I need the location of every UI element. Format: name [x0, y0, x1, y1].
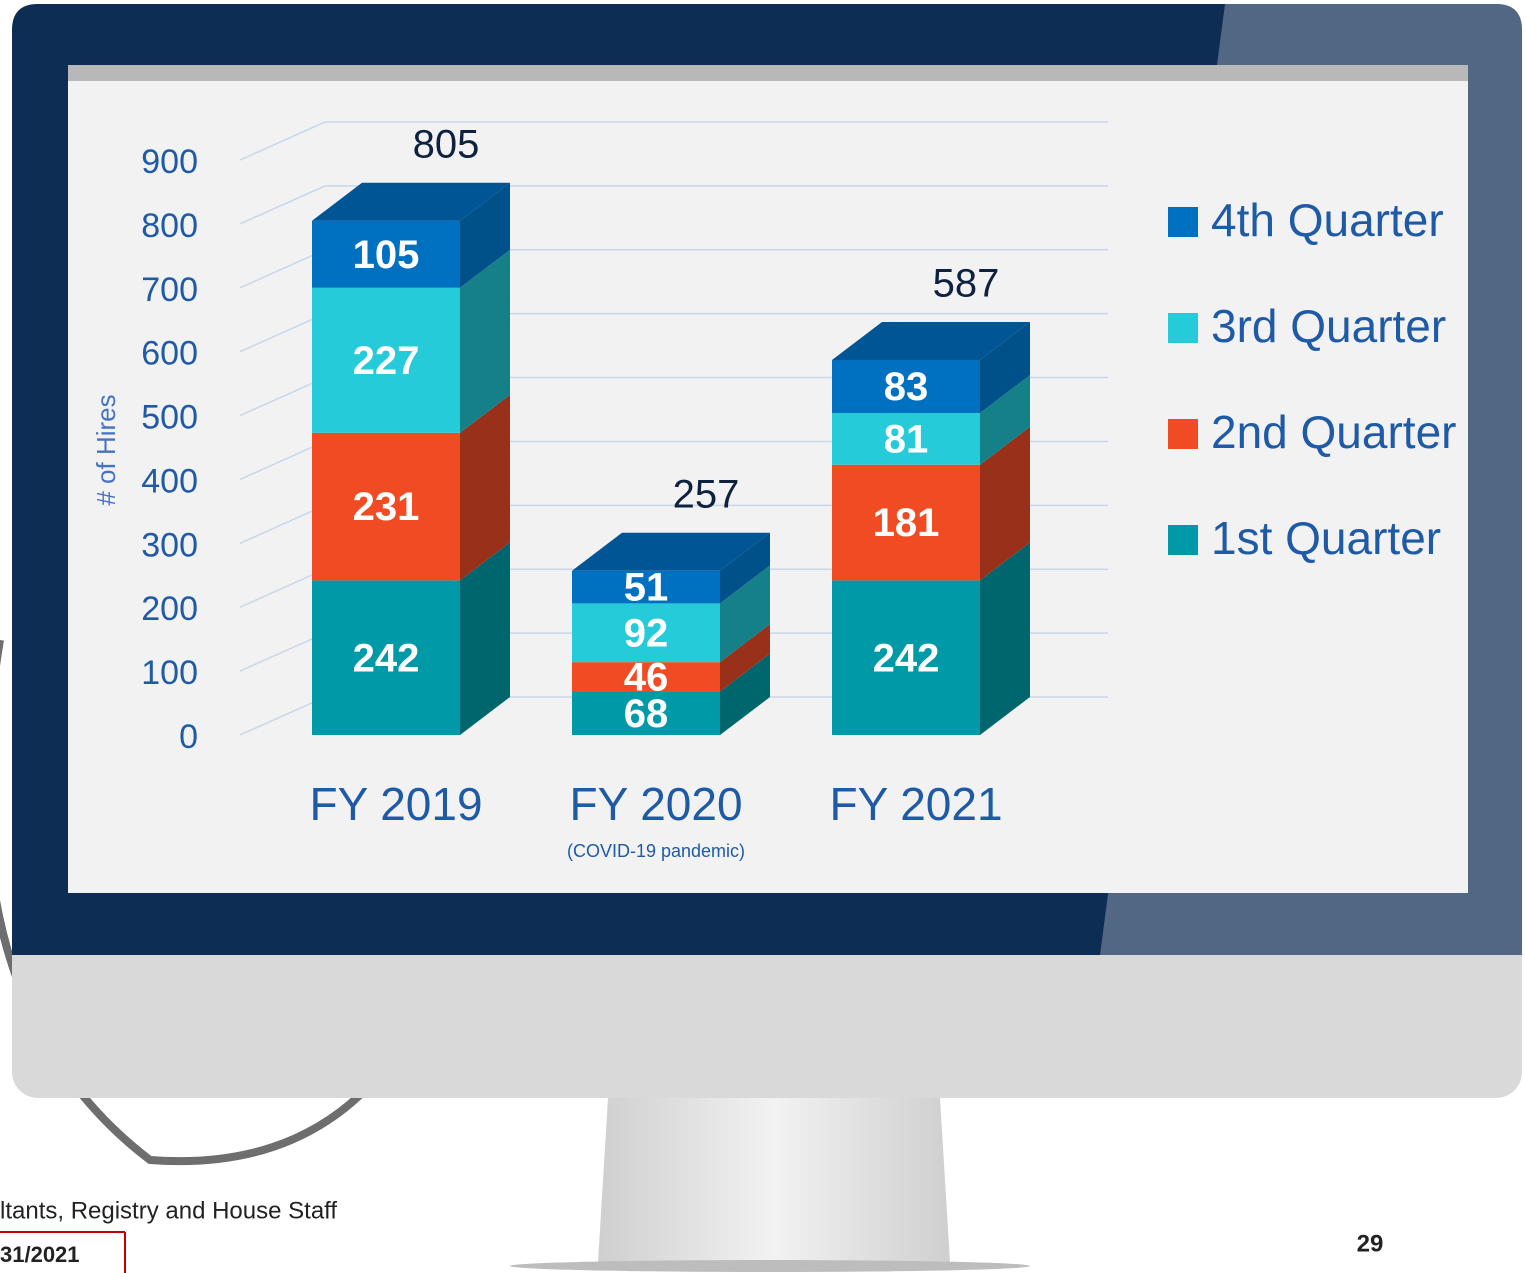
bar-side	[980, 321, 1030, 413]
bar-top	[832, 321, 1030, 360]
value-label: 231	[353, 485, 420, 529]
x-tick-label: FY 2020	[569, 778, 742, 830]
grid-line	[239, 568, 326, 608]
value-label: 105	[353, 233, 420, 277]
value-label: 92	[624, 611, 669, 655]
grid-line	[239, 632, 326, 672]
legend-label: 3rd Quarter	[1211, 300, 1446, 352]
bar-segment	[312, 432, 460, 581]
bar-side	[460, 182, 510, 288]
bar-side	[980, 426, 1030, 581]
grid-line	[239, 696, 326, 736]
value-label: 227	[353, 339, 420, 383]
decor-arc	[0, 640, 363, 1166]
y-tick-label: 900	[141, 143, 198, 181]
legend-label: 2nd Quarter	[1211, 406, 1456, 458]
bar-segment	[832, 580, 980, 735]
value-label: 51	[624, 566, 669, 610]
bar-segment	[832, 464, 980, 581]
value-label: 242	[353, 636, 420, 680]
bar-side	[720, 624, 770, 692]
bar-segment	[312, 287, 460, 433]
bar-top	[572, 532, 770, 571]
total-label: 257	[673, 472, 740, 516]
bar-segment	[312, 580, 460, 735]
bar-segment	[572, 662, 720, 692]
legend-label: 1st Quarter	[1211, 512, 1441, 564]
stand	[598, 1098, 950, 1262]
legend-label: 4th Quarter	[1211, 194, 1444, 246]
bar-segment	[832, 359, 980, 413]
plot: # of Hires 0 100 200 300 400 500 600 700 800 900 2…	[91, 121, 1456, 861]
value-label: 242	[873, 636, 940, 680]
total-label: 587	[933, 262, 1000, 306]
value-label: 181	[873, 501, 940, 545]
bar-side	[720, 532, 770, 604]
legend-swatch	[1168, 207, 1198, 237]
bar-segment	[832, 413, 980, 465]
value-label: 83	[884, 365, 929, 409]
grid-line	[239, 121, 326, 161]
bar-side	[460, 542, 510, 735]
y-tick-label: 500	[141, 399, 198, 437]
y-tick-label: 700	[141, 271, 198, 309]
total-label: 805	[413, 122, 480, 166]
bar-side	[460, 249, 510, 433]
y-tick-label: 300	[141, 526, 198, 564]
stand-base	[510, 1260, 1030, 1272]
y-tick-label: 0	[179, 718, 198, 756]
bar-side	[980, 375, 1030, 465]
bar-side	[980, 542, 1030, 735]
bar-side	[720, 653, 770, 735]
y-tick-label: 400	[141, 462, 198, 500]
bar-segment	[312, 220, 460, 288]
grid-line	[239, 185, 326, 225]
x-tick-label: FY 2021	[829, 778, 1002, 830]
grid-line	[239, 440, 326, 481]
y-axis-label: # of Hires	[91, 394, 121, 505]
bar-segment	[572, 603, 720, 663]
x-tick-label: FY 2019	[309, 778, 482, 830]
legend-swatch	[1168, 419, 1198, 449]
grid-line	[239, 249, 326, 289]
page-number: 29	[1357, 1230, 1384, 1257]
footer-text: ltants, Registry and House Staff	[0, 1197, 337, 1224]
y-tick-label: 100	[141, 654, 198, 692]
grid-line	[239, 376, 326, 417]
grid-line	[239, 504, 326, 545]
legend-swatch	[1168, 313, 1198, 343]
y-tick-label: 800	[141, 207, 198, 245]
bar-side	[460, 394, 510, 581]
y-tick-label: 200	[141, 590, 198, 628]
bar-segment	[572, 570, 720, 604]
value-label: 81	[884, 417, 929, 461]
bar-side	[720, 565, 770, 663]
screen	[68, 65, 1468, 893]
annotation: (COVID-19 pandemic)	[567, 841, 745, 861]
bar-top	[312, 182, 510, 221]
grid-line	[239, 312, 326, 353]
value-label: 68	[624, 692, 669, 736]
value-label: 46	[624, 655, 669, 699]
bar-segment	[572, 691, 720, 735]
legend-swatch	[1168, 525, 1198, 555]
footer-date: 31/2021	[0, 1242, 80, 1267]
screen-top-strip	[68, 65, 1468, 81]
y-tick-label: 600	[141, 335, 198, 373]
